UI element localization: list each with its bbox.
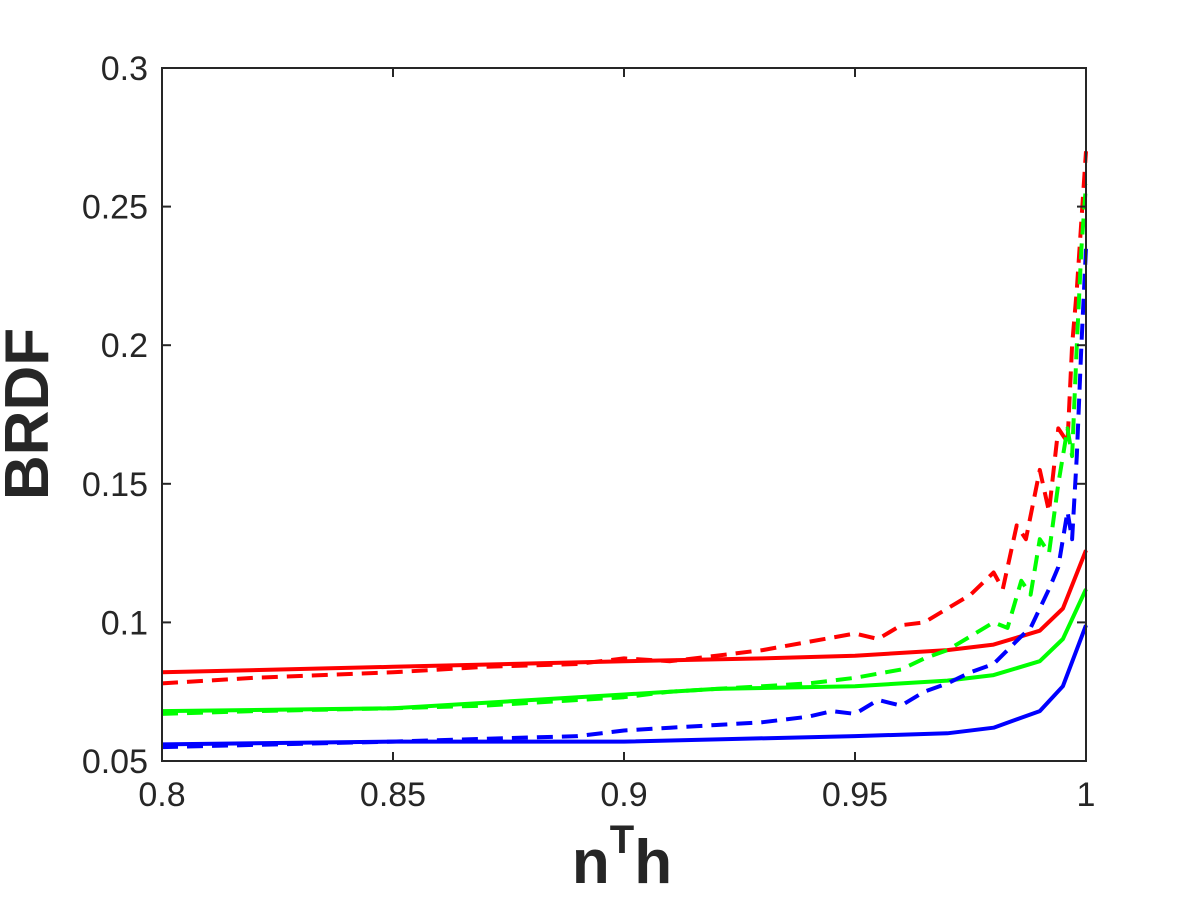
series-line-6-dashed xyxy=(161,248,1088,750)
tick-layer xyxy=(161,67,1087,762)
y-tick-label: 0.2 xyxy=(101,327,148,365)
series-line-1-solid xyxy=(161,549,1088,675)
x-axis-label-superscript: T xyxy=(610,818,634,862)
y-tick-label: 0.1 xyxy=(101,604,148,642)
y-axis-label: BRDF xyxy=(0,328,62,500)
x-tick-label: 0.85 xyxy=(360,776,426,814)
y-tick-label: 0.3 xyxy=(101,50,148,88)
series-line-5-dashed xyxy=(161,184,1088,716)
x-axis-label-tail: h xyxy=(634,828,672,897)
series-line-4-dashed xyxy=(161,151,1088,686)
series-line-3-solid xyxy=(161,624,1088,747)
x-tick-label: 0.9 xyxy=(600,776,647,814)
series-line-2-solid xyxy=(161,588,1088,714)
y-tick-label: 0.05 xyxy=(82,743,148,781)
plot-area xyxy=(162,68,1086,761)
x-tick-label: 1 xyxy=(1077,776,1096,814)
y-tick-label: 0.15 xyxy=(82,466,148,504)
tick-label-layer: 0.8 0.85 0.9 0.95 1 0.05 0.1 0.15 0.2 0.25 0.3 xyxy=(82,50,1096,814)
series-layer xyxy=(161,151,1088,750)
y-tick-label: 0.25 xyxy=(82,189,148,227)
x-axis-label: nTh xyxy=(572,818,672,897)
x-axis-label-base: n xyxy=(572,828,610,897)
x-tick-label: 0.95 xyxy=(822,776,888,814)
x-tick-label: 0.8 xyxy=(138,776,185,814)
